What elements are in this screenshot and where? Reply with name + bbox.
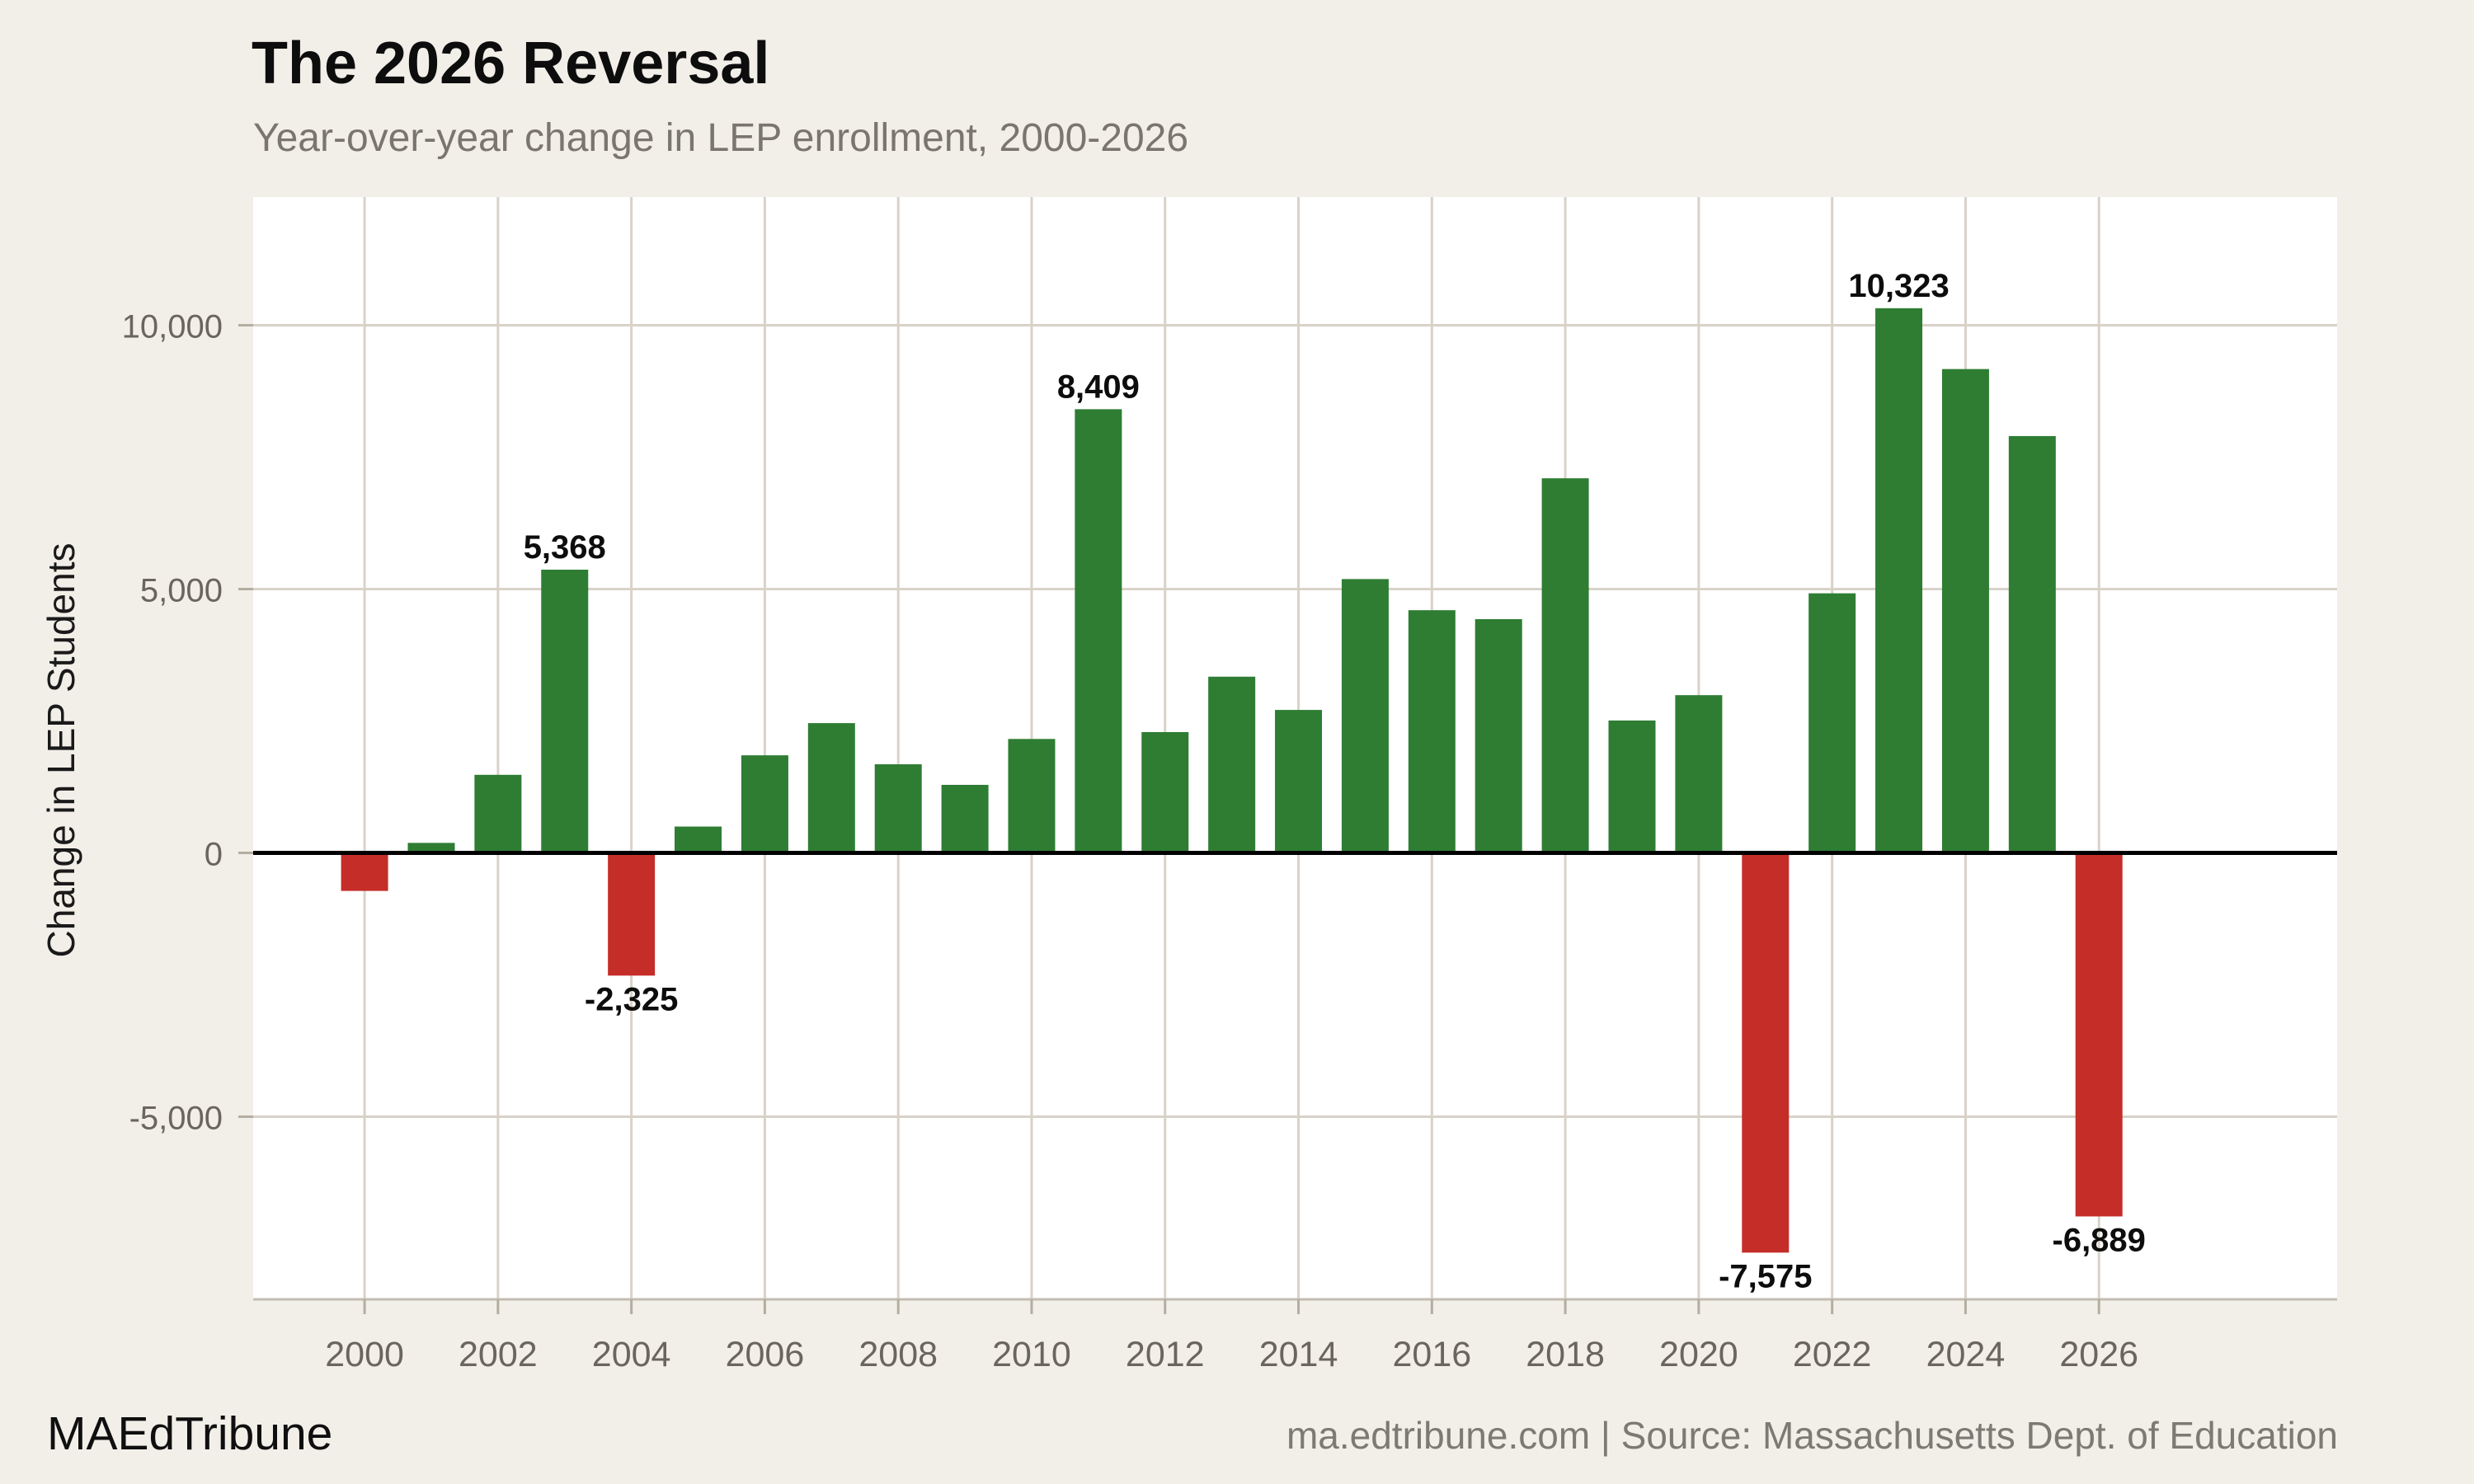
x-tick-label: 2014 xyxy=(1259,1335,1338,1374)
bar-2013 xyxy=(1208,676,1256,853)
bar-2026 xyxy=(2075,852,2123,1217)
bar-2014 xyxy=(1275,710,1323,853)
x-tick-label: 2026 xyxy=(2059,1335,2138,1374)
bar-value-label: -2,325 xyxy=(585,981,678,1017)
bar-value-label: 10,323 xyxy=(1848,268,1949,304)
x-tick-label: 2000 xyxy=(325,1335,404,1374)
bar-value-label: 5,368 xyxy=(524,529,606,566)
bar-2021 xyxy=(1742,852,1790,1253)
x-tick-label: 2016 xyxy=(1392,1335,1471,1374)
bar-2024 xyxy=(1941,369,1989,853)
bar-2023 xyxy=(1875,308,1923,853)
bar-2008 xyxy=(874,764,922,853)
bar-2019 xyxy=(1608,720,1656,853)
x-tick-label: 2022 xyxy=(1793,1335,1872,1374)
x-tick-label: 2010 xyxy=(992,1335,1071,1374)
chart-title: The 2026 Reversal xyxy=(252,31,770,96)
x-tick-label: 2024 xyxy=(1926,1335,2006,1374)
x-tick-label: 2004 xyxy=(592,1335,671,1374)
y-tick-label: 0 xyxy=(205,837,223,873)
bar-2004 xyxy=(608,852,656,976)
bar-2009 xyxy=(941,784,989,853)
x-tick-label: 2018 xyxy=(1526,1335,1605,1374)
bar-2007 xyxy=(807,723,855,853)
bar-2010 xyxy=(1008,739,1056,853)
bar-2022 xyxy=(1808,593,1856,853)
bar-2020 xyxy=(1675,695,1723,853)
bar-value-label: -7,575 xyxy=(1719,1258,1812,1294)
bar-2018 xyxy=(1541,478,1589,853)
bar-value-label: 8,409 xyxy=(1057,369,1140,405)
bar-2003 xyxy=(541,569,589,853)
y-tick-label: -5,000 xyxy=(129,1101,223,1137)
bar-2011 xyxy=(1075,409,1122,853)
bar-2006 xyxy=(741,755,788,853)
x-tick-label: 2012 xyxy=(1126,1335,1205,1374)
x-tick-label: 2008 xyxy=(858,1335,938,1374)
bar-2015 xyxy=(1341,579,1389,853)
bar-2017 xyxy=(1475,619,1522,853)
bar-2025 xyxy=(2008,435,2056,853)
y-tick-label: 5,000 xyxy=(140,573,223,609)
source-footer: ma.edtribune.com | Source: Massachusetts… xyxy=(1286,1414,2338,1457)
bar-value-label: -6,889 xyxy=(2053,1222,2146,1258)
chart-subtitle: Year-over-year change in LEP enrollment,… xyxy=(253,116,1189,160)
bar-2002 xyxy=(474,774,522,853)
y-tick-label: 10,000 xyxy=(122,309,223,345)
bar-2012 xyxy=(1141,731,1189,853)
x-tick-label: 2002 xyxy=(459,1335,538,1374)
bar-2000 xyxy=(341,852,388,891)
brand-footer: MAEdTribune xyxy=(47,1407,333,1460)
x-tick-label: 2006 xyxy=(726,1335,805,1374)
bar-2016 xyxy=(1408,610,1456,853)
bar-2005 xyxy=(675,826,722,853)
bar-2001 xyxy=(407,843,455,853)
x-tick-label: 2020 xyxy=(1659,1335,1738,1374)
